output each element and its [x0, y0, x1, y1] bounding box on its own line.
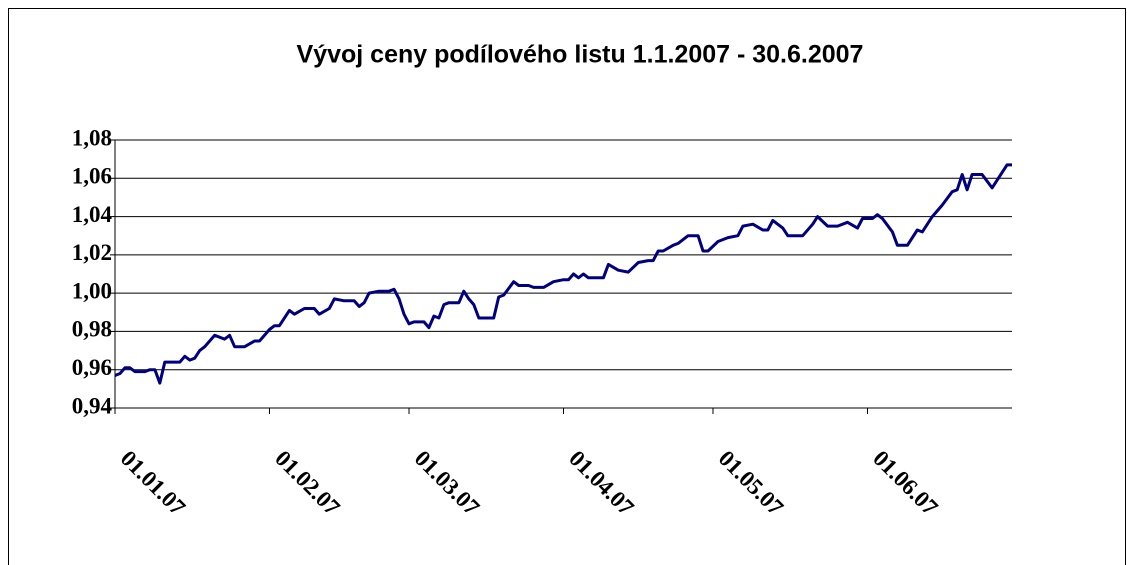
y-tick-label: 1,04	[72, 202, 113, 227]
chart-title: Vývoj ceny podílového listu 1.1.2007 - 3…	[297, 41, 864, 69]
y-tick-label: 0,96	[72, 355, 112, 380]
y-tick-label: 0,94	[72, 393, 113, 418]
y-tick-label: 1,00	[72, 278, 112, 303]
y-tick-label: 1,08	[72, 125, 112, 150]
chart-frame	[8, 8, 1126, 565]
y-tick-label: 1,06	[72, 164, 112, 189]
y-tick-label: 1,02	[72, 240, 112, 265]
data-line	[114, 163, 1012, 385]
y-tick-label: 0,98	[72, 317, 112, 342]
